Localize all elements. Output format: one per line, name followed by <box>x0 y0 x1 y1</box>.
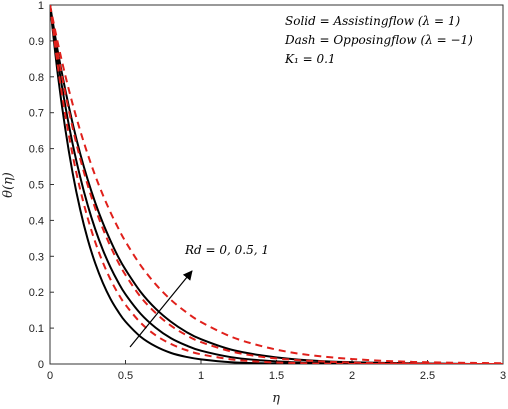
x-tick-label: 3 <box>500 370 506 382</box>
legend-entry-dash: Dash = Opposingflow (λ = −1) <box>284 33 473 47</box>
series-group <box>50 5 503 364</box>
y-tick-label: 0.4 <box>29 215 44 227</box>
y-tick-label: 0.2 <box>29 287 44 299</box>
y-tick-label: 0.7 <box>29 108 44 120</box>
x-tick-label: 0.5 <box>118 370 133 382</box>
y-tick-label: 0.5 <box>29 180 44 192</box>
y-tick-label: 0.6 <box>29 144 44 156</box>
y-tick-label: 0.3 <box>29 251 44 263</box>
x-axis-label: η <box>272 391 280 406</box>
x-tick-label: 1.5 <box>269 370 284 382</box>
annotation-label: Rd = 0, 0.5, 1 <box>184 243 269 257</box>
x-tick-label: 1 <box>198 370 204 382</box>
series-line-dashed-2 <box>50 5 503 364</box>
y-axis-label: θ(η) <box>1 172 16 198</box>
series-line-dashed-1 <box>50 5 503 364</box>
annotation-arrow <box>129 270 193 348</box>
legend-entry-k1: K₁ = 0.1 <box>284 52 336 66</box>
legend-entry-solid: Solid = Assistingflow (λ = 1) <box>285 14 460 28</box>
x-tick-label: 2.5 <box>420 370 435 382</box>
x-tick-label: 2 <box>349 370 355 382</box>
plot-area <box>49 4 504 365</box>
series-line-dashed-3 <box>50 5 503 364</box>
y-tick-label: 0 <box>38 359 44 371</box>
y-tick-label: 0.9 <box>29 36 44 48</box>
y-tick-label: 0.8 <box>29 72 44 84</box>
legend: Solid = Assistingflow (λ = 1) Dash = Opp… <box>284 14 473 66</box>
y-tick-label: 1 <box>38 0 44 12</box>
series-line-solid-1 <box>50 5 503 364</box>
x-tick-label: 0 <box>47 370 53 382</box>
y-tick-label: 0.1 <box>29 323 44 335</box>
annotation: Rd = 0, 0.5, 1 <box>129 243 269 348</box>
